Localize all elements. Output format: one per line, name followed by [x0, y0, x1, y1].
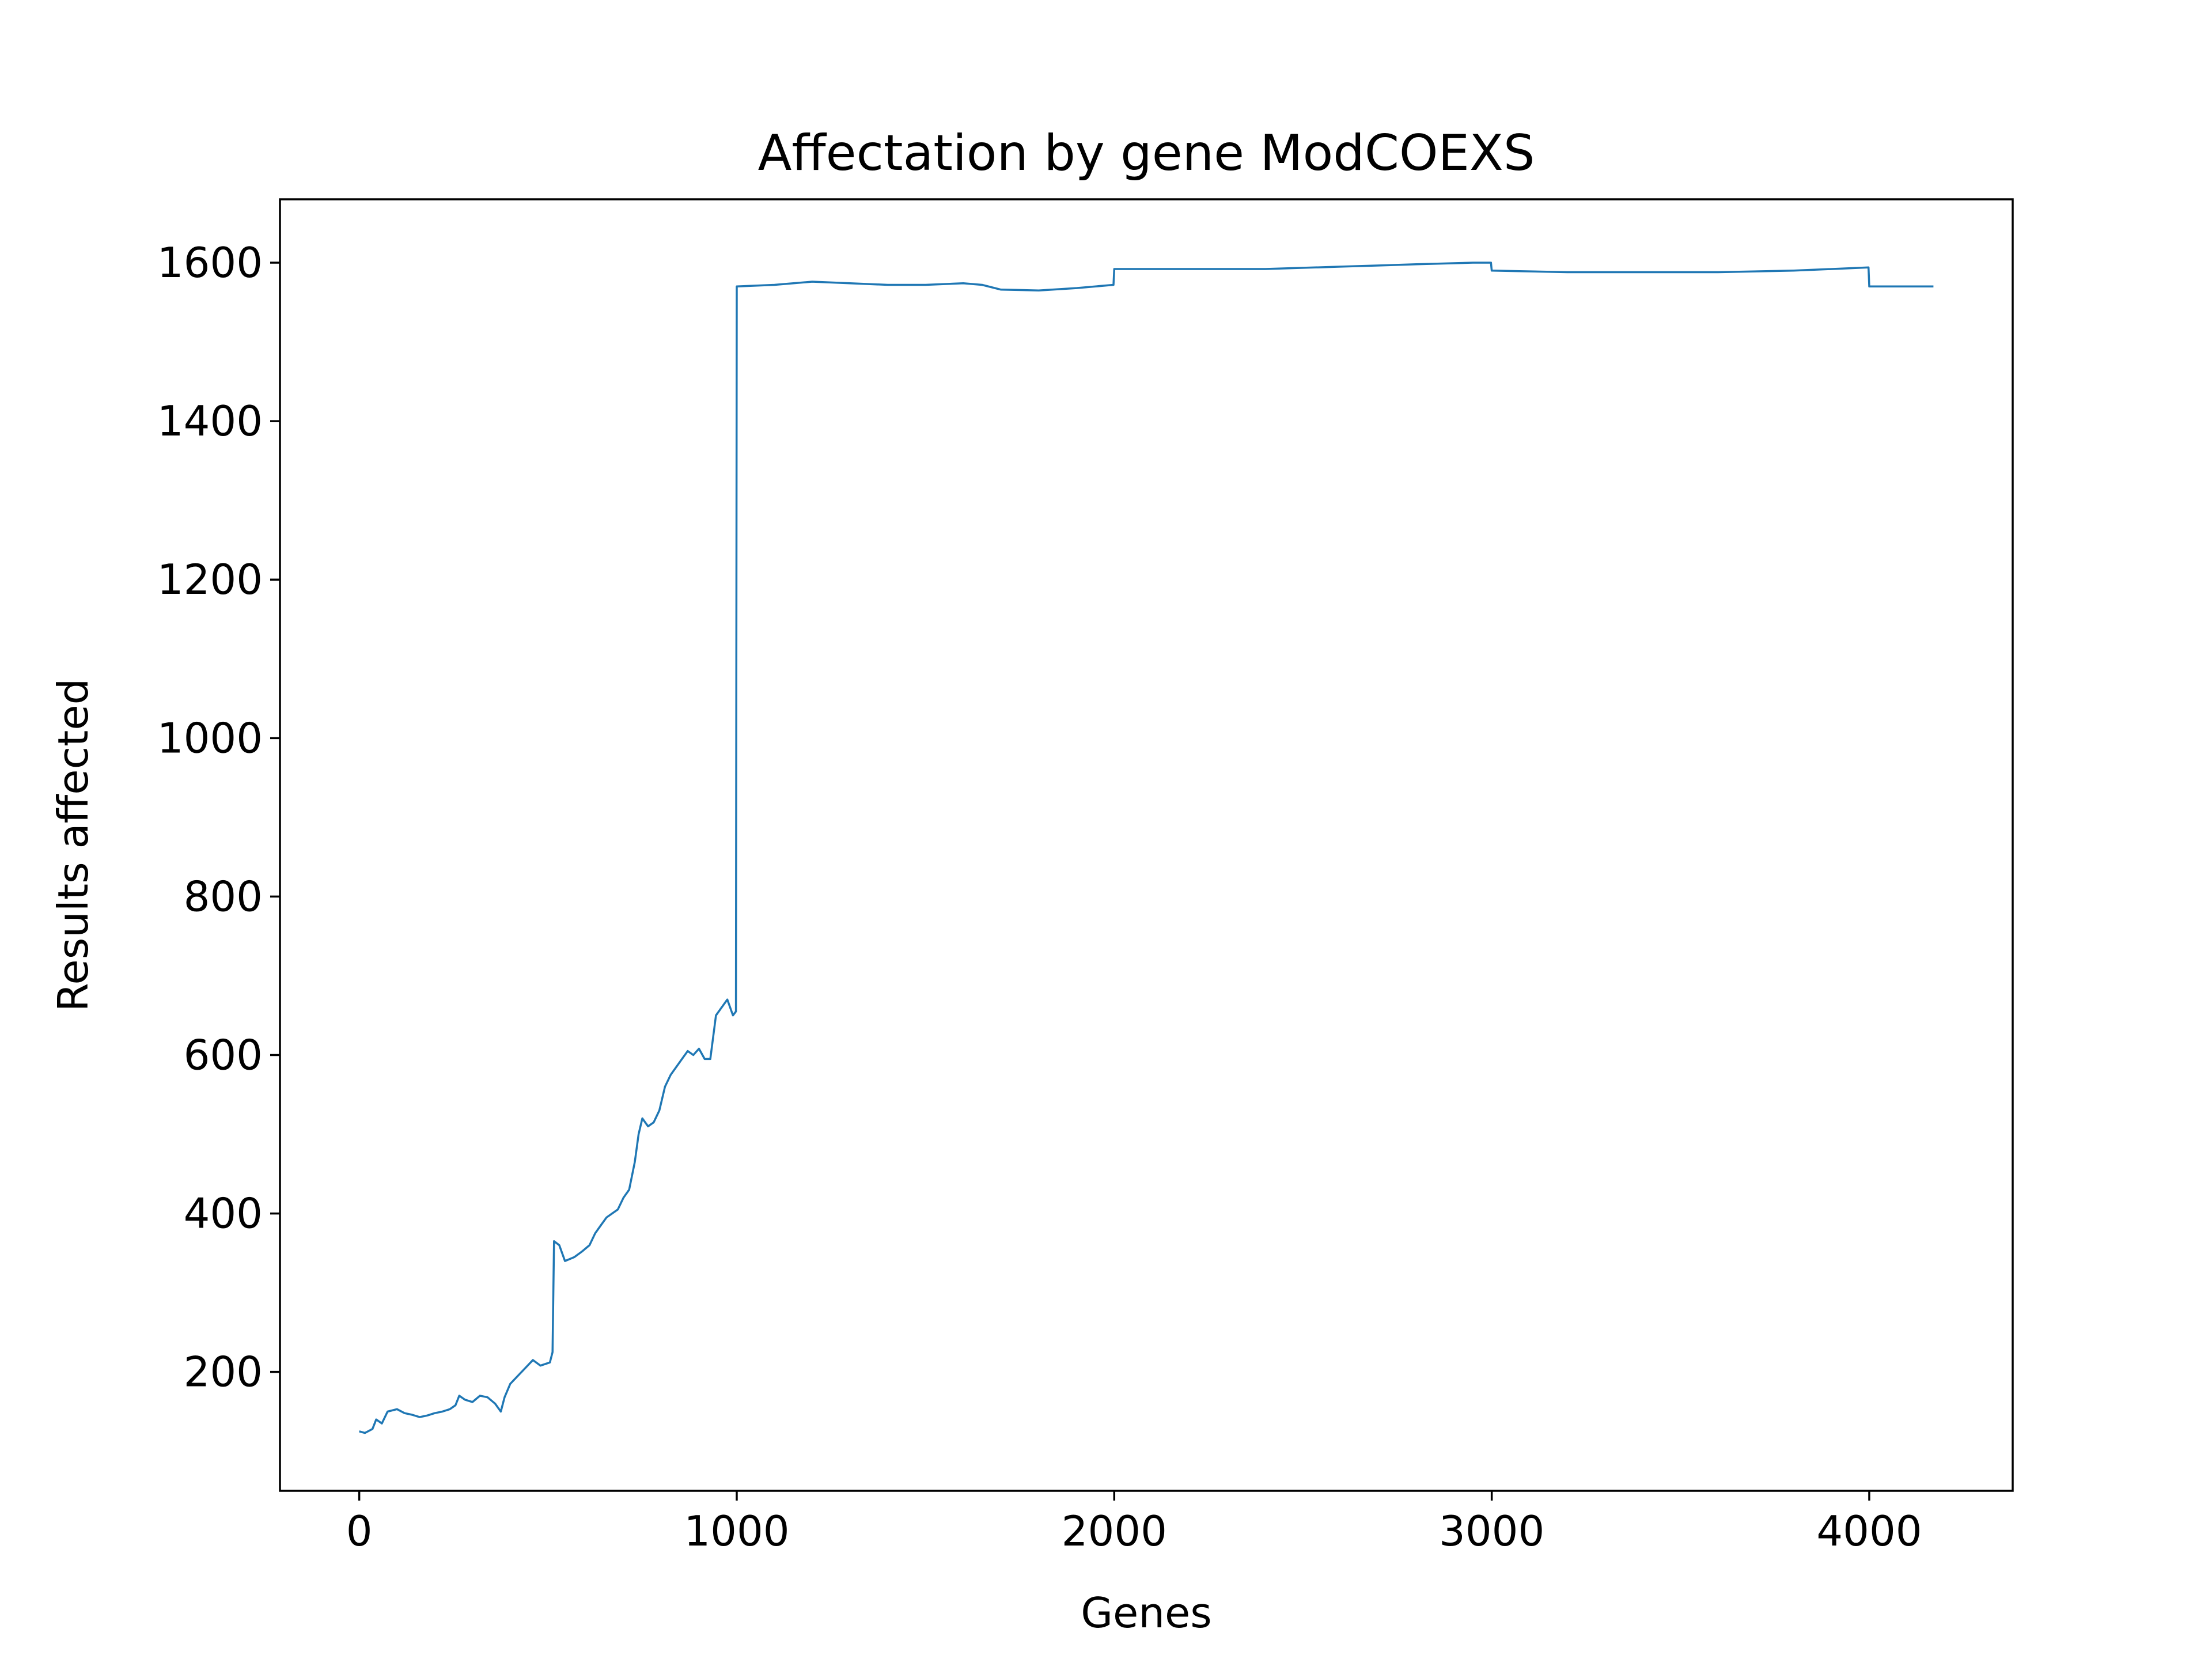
y-axis-label: Results affected [49, 679, 97, 1012]
plot-area [279, 198, 2014, 1492]
series-line-0 [359, 262, 1934, 1434]
y-axis: 200 400 600 800 1000 1200 1400 1600 [157, 238, 280, 1396]
x-axis-label: Genes [1081, 1589, 1212, 1637]
plot-frame [279, 198, 2014, 1492]
y-tick-label: 400 [184, 1190, 263, 1238]
chart-title: Affectation by gene ModCOEXS [758, 124, 1535, 182]
y-tick-label: 1200 [157, 555, 263, 604]
y-tick-label: 1600 [157, 238, 263, 287]
x-tick-label: 0 [346, 1507, 373, 1555]
x-axis: 0 1000 2000 3000 4000 [346, 1491, 1922, 1555]
y-tick-label: 1400 [157, 397, 263, 445]
x-tick-label: 1000 [684, 1507, 789, 1555]
series-layer [359, 262, 1934, 1434]
y-tick-label: 200 [184, 1348, 263, 1396]
y-tick-label: 600 [184, 1031, 263, 1079]
y-tick-label: 800 [184, 872, 263, 921]
x-tick-label: 4000 [1816, 1507, 1922, 1555]
x-tick-label: 3000 [1439, 1507, 1544, 1555]
x-tick-label: 2000 [1062, 1507, 1167, 1555]
y-tick-label: 1000 [157, 714, 263, 762]
